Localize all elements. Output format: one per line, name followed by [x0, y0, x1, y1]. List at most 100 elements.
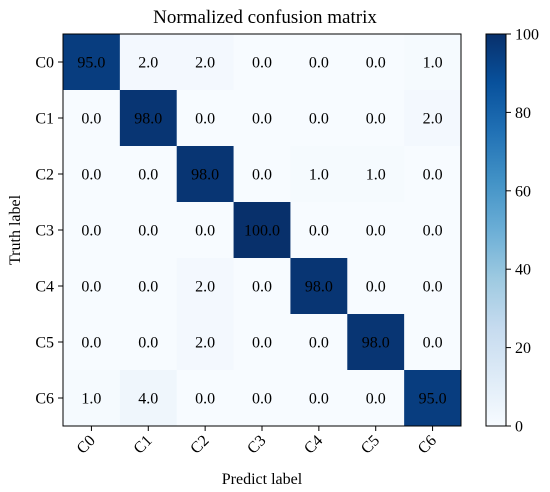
y-axis-ticks: C0 C1 C2 C3 C4 C5 C6	[35, 55, 63, 408]
heatmap-cell	[290, 202, 348, 259]
cell-value-label: 0.0	[138, 335, 158, 352]
cell-value-label: 0.0	[309, 111, 329, 128]
cell-value-label: 1.0	[309, 167, 329, 184]
cell-value-label: 2.0	[138, 55, 158, 72]
cell-value-label: 0.0	[309, 335, 329, 352]
heatmap-cell	[347, 314, 405, 371]
cell-value-label: 2.0	[423, 111, 443, 128]
cell-value-label: 0.0	[81, 335, 101, 352]
cell-value-label: 0.0	[81, 279, 101, 296]
heatmap-cell	[176, 258, 235, 315]
heatmap-cell	[233, 34, 291, 91]
colorbar-tick-label: 60	[515, 183, 531, 200]
cell-value-label: 0.0	[252, 391, 272, 408]
heatmap-cell	[176, 146, 235, 203]
cell-value-label: 0.0	[195, 391, 215, 408]
heatmap-cell	[290, 146, 348, 203]
cell-value-label: 0.0	[309, 55, 329, 72]
cell-value-label: 0.0	[423, 279, 443, 296]
cell-value-label: 95.0	[77, 55, 105, 72]
heatmap-cells	[63, 34, 462, 427]
cell-value-label: 0.0	[252, 279, 272, 296]
x-axis-label: Predict label	[222, 471, 303, 488]
chart-title: Normalized confusion matrix	[153, 7, 377, 28]
cell-value-label: 0.0	[423, 167, 443, 184]
heatmap-cell	[347, 34, 405, 91]
cell-value-label: 2.0	[195, 335, 215, 352]
cell-value-label: 1.0	[423, 55, 443, 72]
cell-value-label: 0.0	[252, 335, 272, 352]
cell-value-label: 100.0	[244, 223, 280, 240]
heatmap-cell	[404, 146, 462, 203]
colorbar-tick-label: 20	[515, 340, 531, 357]
cell-value-label: 95.0	[419, 391, 447, 408]
x-tick-label: C4	[301, 432, 326, 457]
cell-value-label: 0.0	[366, 111, 386, 128]
cell-value-label: 0.0	[366, 223, 386, 240]
heatmap-cell	[290, 370, 348, 427]
heatmap-cell	[119, 258, 178, 315]
cell-value-label: 0.0	[81, 167, 101, 184]
x-tick-label: C0	[74, 432, 99, 457]
cell-value-label: 0.0	[252, 167, 272, 184]
heatmap-cell	[63, 370, 121, 427]
heatmap-cell	[63, 202, 121, 259]
y-tick-label: C0	[35, 55, 54, 72]
heatmap-cell	[404, 258, 462, 315]
cell-value-label: 0.0	[366, 391, 386, 408]
cell-value-label: 0.0	[423, 335, 443, 352]
cell-value-label: 0.0	[252, 111, 272, 128]
y-tick-label: C4	[35, 279, 54, 296]
cell-value-label: 0.0	[423, 223, 443, 240]
x-tick-label: C5	[358, 432, 383, 457]
cell-value-label: 4.0	[138, 391, 158, 408]
heatmap-cell	[176, 202, 235, 259]
heatmap-cell	[233, 370, 291, 427]
x-axis-ticks: C0 C1 C2 C3 C4 C5 C6	[74, 426, 440, 457]
cell-value-label: 0.0	[366, 279, 386, 296]
heatmap-cell	[233, 202, 291, 259]
heatmap-cell	[63, 146, 121, 203]
x-tick-label: C3	[244, 432, 269, 457]
cell-value-label: 98.0	[305, 279, 333, 296]
cell-value-labels: 95.0 2.0 2.0 0.0 0.0 0.0 1.0 0.0 98.0 0.0 0.0 0.0 0.…	[77, 55, 446, 408]
cell-value-label: 0.0	[138, 223, 158, 240]
heatmap-cell	[404, 90, 462, 147]
cell-value-label: 1.0	[81, 391, 101, 408]
y-tick-label: C5	[35, 335, 54, 352]
y-tick-label: C3	[35, 223, 54, 240]
heatmap-cell	[63, 314, 121, 371]
heatmap-cell	[63, 34, 121, 91]
heatmap-cell	[119, 90, 178, 147]
heatmap-cell	[290, 258, 348, 315]
heatmap-cell	[176, 314, 235, 371]
x-tick-label: C6	[415, 432, 440, 457]
heatmap-cell	[119, 146, 178, 203]
colorbar-tick-label: 40	[515, 262, 531, 279]
cell-value-label: 98.0	[191, 167, 219, 184]
colorbar-tick-label: 80	[515, 105, 531, 122]
cell-value-label: 0.0	[138, 167, 158, 184]
colorbar-ticks: 0 20 40 60 80 100	[506, 27, 539, 436]
heatmap-cell	[119, 202, 178, 259]
cell-value-label: 2.0	[195, 279, 215, 296]
heatmap-cell	[347, 202, 405, 259]
heatmap-cell	[404, 34, 462, 91]
heatmap-cell	[290, 314, 348, 371]
heatmap-cell	[290, 90, 348, 147]
x-tick-label: C2	[187, 432, 212, 457]
heatmap-cell	[404, 202, 462, 259]
heatmap-cell	[63, 90, 121, 147]
cell-value-label: 0.0	[138, 279, 158, 296]
colorbar-tick-label: 100	[515, 27, 539, 44]
heatmap-cell	[347, 146, 405, 203]
heatmap-cell	[119, 314, 178, 371]
heatmap-cell	[347, 370, 405, 427]
heatmap-cell	[233, 146, 291, 203]
heatmap-cell	[347, 258, 405, 315]
cell-value-label: 98.0	[362, 335, 390, 352]
cell-value-label: 0.0	[309, 223, 329, 240]
cell-value-label: 0.0	[195, 223, 215, 240]
y-tick-label: C6	[35, 391, 54, 408]
